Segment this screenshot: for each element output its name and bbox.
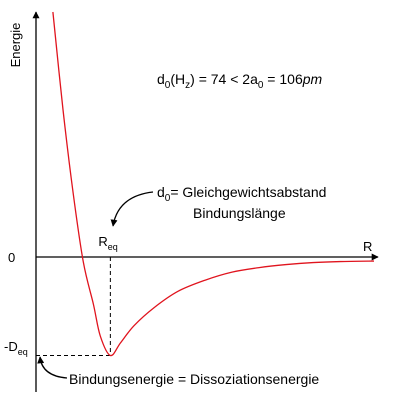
formula-eq: = 106 [263,71,303,87]
formula-mid: ) = 74 < 2a [190,71,258,87]
energy-arrow [37,356,68,379]
potential-curve [52,11,375,357]
formula-a-sub: 0 [258,80,264,91]
y-tick-label-min: -Deq [4,339,28,357]
r-eq-sub: eq [108,242,118,252]
equilibrium-annotation: d0= Gleichgewichtsabstand [157,184,326,204]
formula-open: (H [170,71,185,87]
r-eq-label: Req [98,234,117,252]
formula-annotation: d0(Hz) = 74 < 2a0 = 106pm [157,71,323,91]
formula-d-sub: 0 [165,80,171,91]
equilibrium-d-sub: 0 [165,193,171,204]
y-tick-min-sub: eq [18,347,28,357]
y-tick-label-zero: 0 [8,250,15,265]
equilibrium-rest: = Gleichgewichtsabstand [170,184,326,200]
r-eq-main: R [98,234,107,249]
formula-h-sub: z [185,80,190,91]
y-axis-label: Energie [8,23,23,68]
formula-unit: pm [302,71,323,87]
y-tick-min-prefix: -D [4,339,18,354]
equilibrium-annotation-line2: Bindungslänge [193,205,286,221]
formula-d: d [157,71,165,87]
x-axis-label: R [363,239,372,254]
energy-annotation: Bindungsenergie = Dissoziationsenergie [69,371,319,387]
equilibrium-arrow [110,191,154,227]
equilibrium-d: d [157,184,165,200]
